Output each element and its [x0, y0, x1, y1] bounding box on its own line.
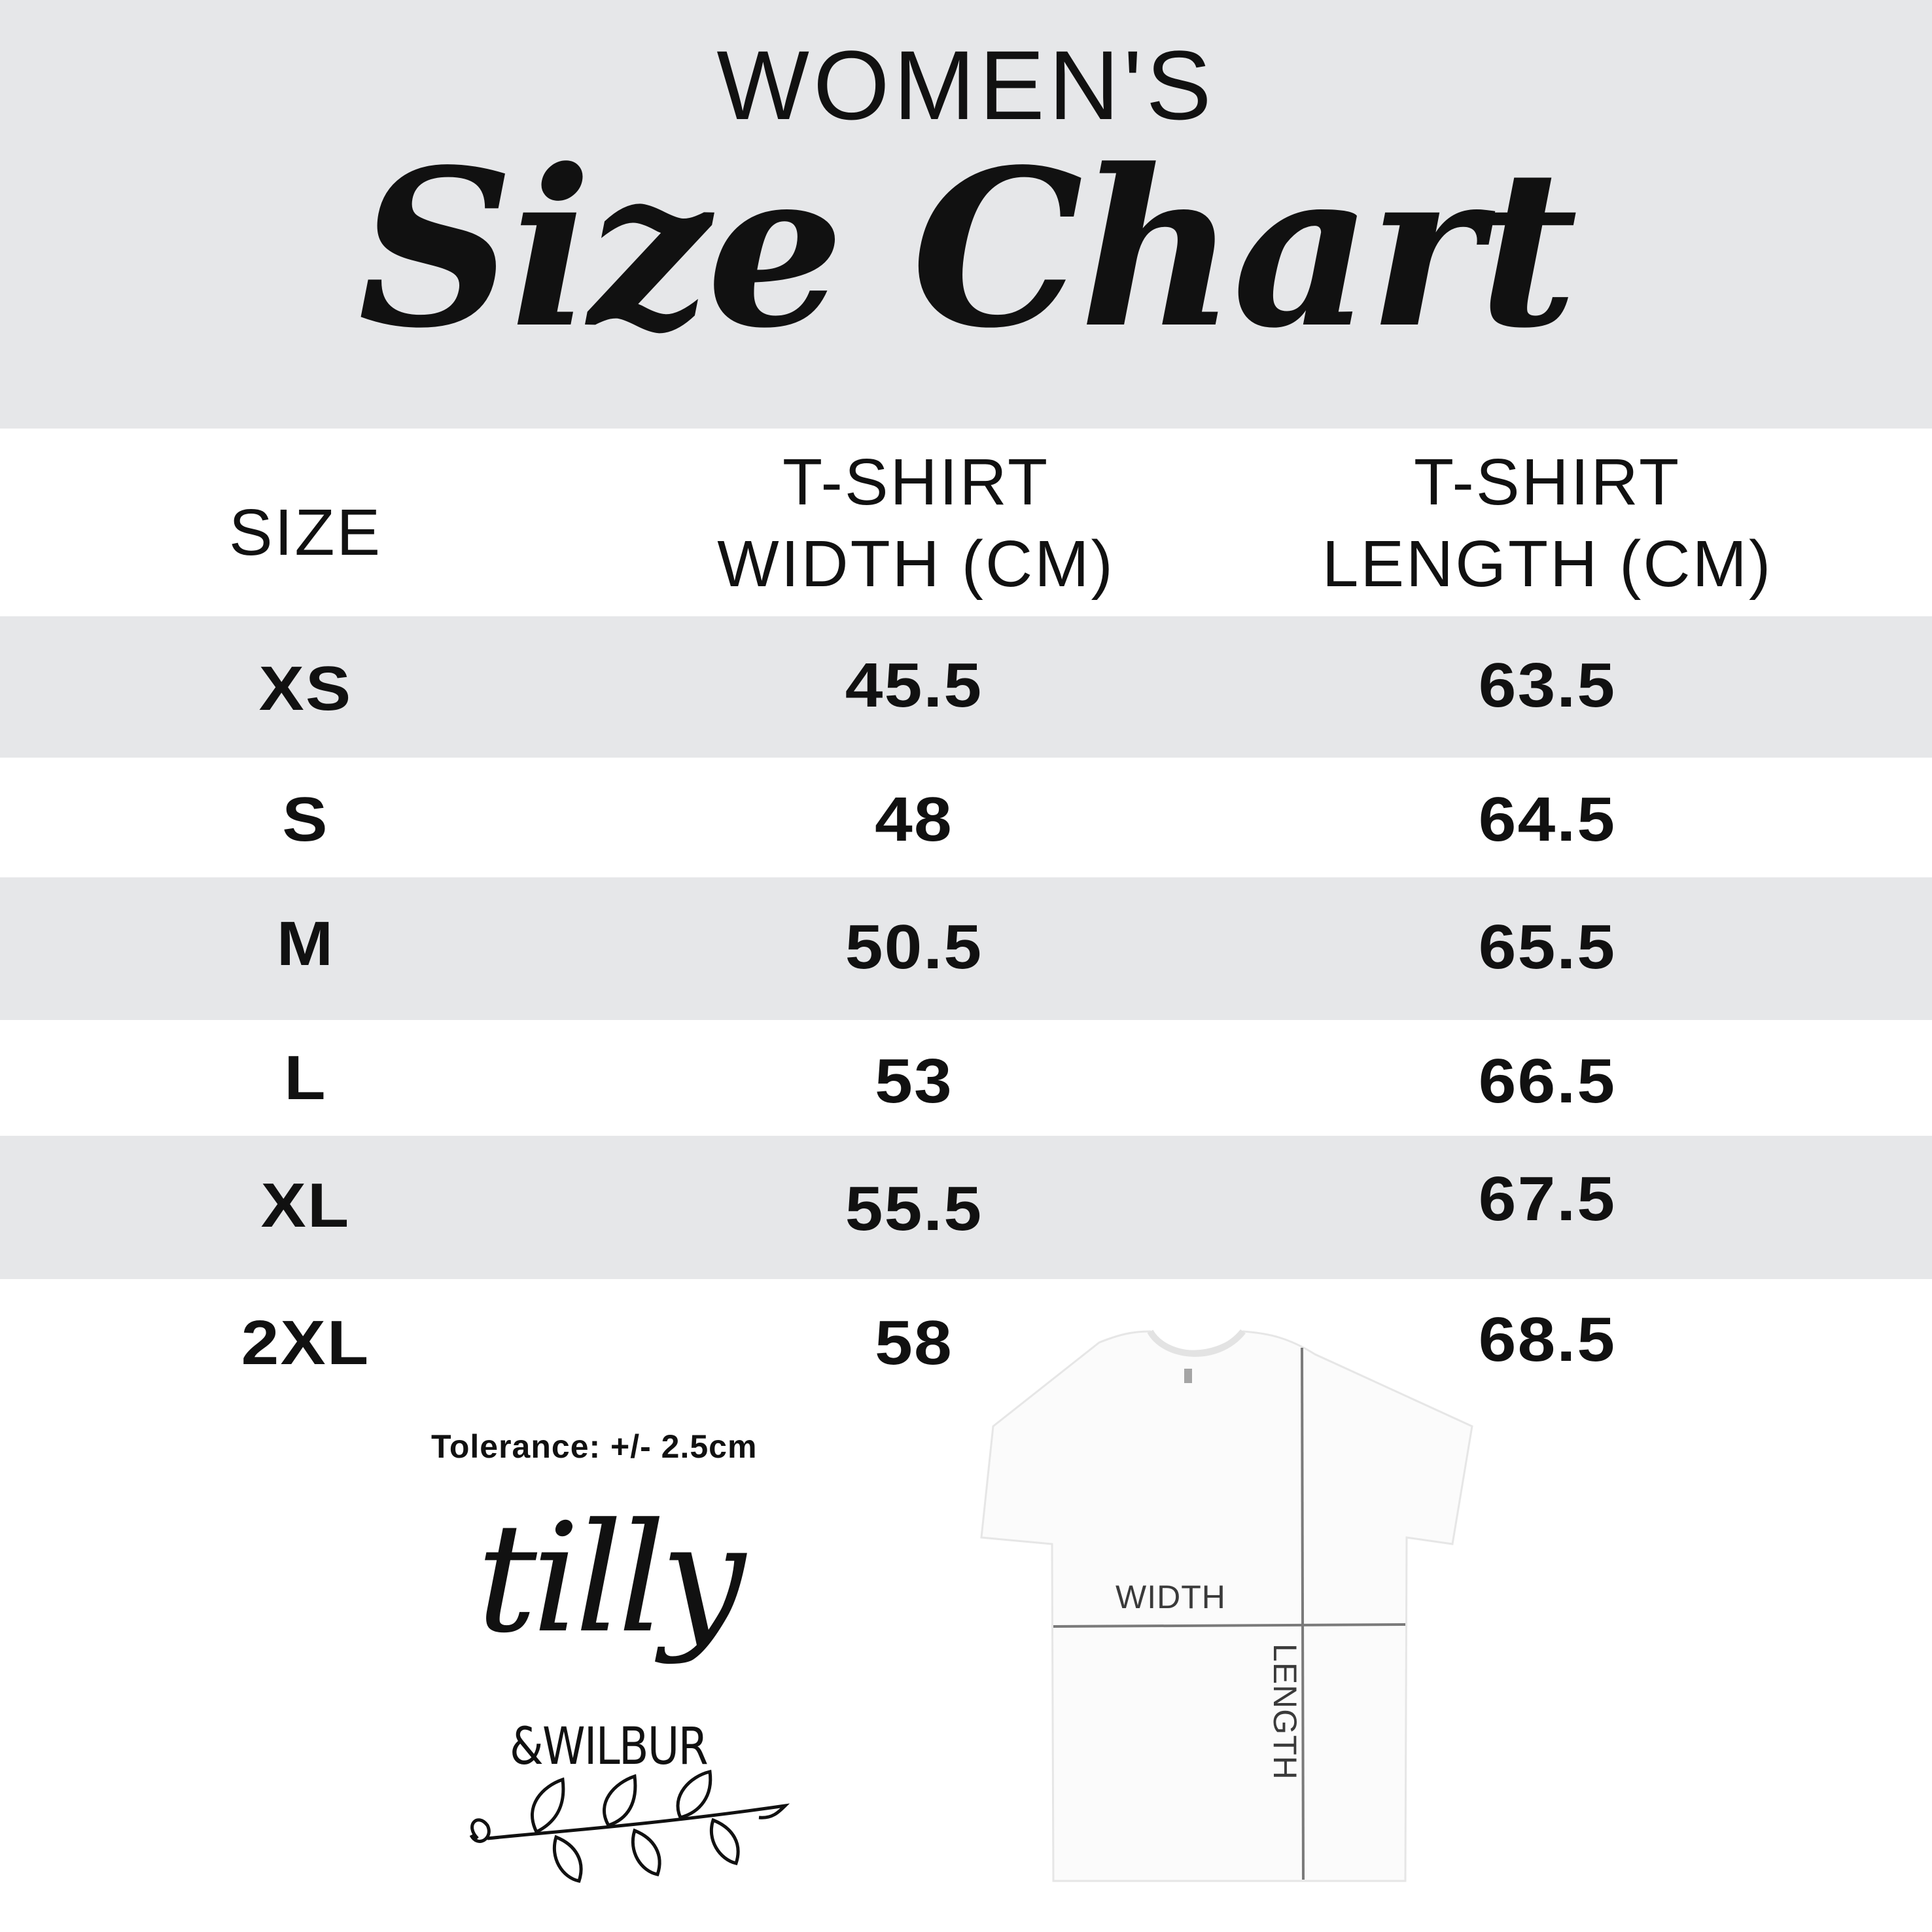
width-line [1053, 1623, 1406, 1628]
logo-tilly: tilly [476, 1492, 745, 1666]
label-tag [1184, 1369, 1192, 1383]
brand-logo: tilly &WILBUR [451, 1492, 792, 1884]
length-cell: 63.5 [1478, 650, 1617, 720]
size-cell: S [282, 784, 329, 854]
length-label: LENGTH [1267, 1643, 1303, 1780]
column-header-width: T-SHIRT WIDTH (CM) [654, 442, 1178, 605]
length-cell: 64.5 [1478, 784, 1617, 854]
column-header-length: T-SHIRT LENGTH (CM) [1286, 442, 1809, 605]
size-cell: XS [258, 654, 353, 724]
width-cell: 45.5 [845, 650, 983, 720]
width-cell: 55.5 [845, 1174, 983, 1244]
column-header-width-line1: T-SHIRT [782, 446, 1050, 519]
leaf-vine-icon [469, 1769, 790, 1883]
header-title: Size Chart [358, 122, 1578, 376]
tolerance-note: Tolerance: +/- 2.5cm [431, 1428, 758, 1465]
size-cell: M [276, 909, 335, 979]
row-band-xl [0, 1136, 1932, 1279]
column-header-size: SIZE [228, 496, 383, 569]
header-band [0, 0, 1932, 429]
logo-wilbur: &WILBUR [510, 1717, 709, 1776]
column-header-length-line1: T-SHIRT [1413, 446, 1681, 519]
length-cell: 68.5 [1478, 1305, 1617, 1375]
width-cell: 53 [875, 1046, 953, 1116]
row-band-xs [0, 616, 1932, 758]
size-cell: XL [260, 1170, 351, 1240]
row-band-m [0, 877, 1932, 1020]
width-label: WIDTH [1115, 1579, 1226, 1615]
tshirt-diagram [980, 1329, 1473, 1882]
size-cell: L [284, 1043, 327, 1113]
length-cell: 65.5 [1478, 912, 1617, 982]
length-line [1301, 1347, 1305, 1880]
column-header-width-line2: WIDTH (CM) [717, 527, 1115, 601]
width-cell: 58 [875, 1308, 953, 1378]
width-cell: 50.5 [845, 912, 983, 982]
length-cell: 67.5 [1478, 1164, 1617, 1234]
length-cell: 66.5 [1478, 1046, 1617, 1116]
size-cell: 2XL [241, 1308, 370, 1378]
header-subtitle: WOMEN'S [716, 30, 1216, 140]
width-cell: 48 [875, 784, 953, 854]
tshirt-icon [980, 1330, 1473, 1882]
column-header-length-line2: LENGTH (CM) [1322, 527, 1773, 601]
